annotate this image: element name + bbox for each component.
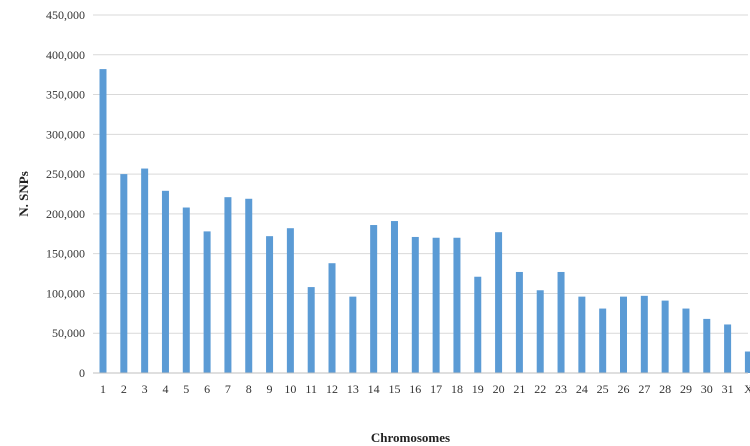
bar-chr-19	[474, 276, 482, 373]
x-tick-label: 29	[680, 382, 692, 396]
bar-chr-X	[744, 351, 750, 373]
gridlines	[93, 14, 748, 334]
x-tick-label: 14	[368, 382, 380, 396]
x-tick-label: 5	[183, 382, 189, 396]
x-tick-label: 2	[121, 382, 127, 396]
y-tick-labels: 0 50,000 100,000 150,000 200,000 250,000 300,0…	[46, 8, 85, 380]
bar-chr-12	[328, 263, 336, 373]
x-tick-label: 21	[513, 382, 525, 396]
y-tick-label: 50,000	[52, 326, 85, 340]
x-tick-label: 20	[493, 382, 505, 396]
x-tick-label: 25	[597, 382, 609, 396]
bar-chr-31	[724, 324, 732, 373]
x-tick-label: 4	[162, 382, 168, 396]
x-tick-label: 6	[204, 382, 210, 396]
y-tick-label: 150,000	[46, 247, 85, 261]
y-tick-label: 350,000	[46, 88, 85, 102]
bar-chr-29	[682, 308, 690, 373]
bar-chr-28	[661, 300, 669, 373]
x-tick-labels: 1 2 3 4 5 6 7 8 9 10 11 12 13 14 15 16 17 18 19 20 21 22 23 24 2…	[100, 382, 750, 396]
x-tick-label: 31	[722, 382, 734, 396]
bar-chr-11	[307, 287, 315, 373]
bar-chr-21	[515, 271, 523, 373]
x-tick-label: 9	[267, 382, 273, 396]
bar-chr-8	[245, 198, 253, 373]
y-tick-label: 0	[79, 366, 85, 380]
bar-chr-7	[224, 197, 232, 373]
bar-chr-27	[640, 295, 648, 373]
bar-chr-10	[286, 228, 294, 373]
bar-chr-6	[203, 231, 211, 373]
bar-chr-2	[120, 174, 128, 373]
bar-chr-20	[495, 232, 503, 373]
y-tick-label: 300,000	[46, 127, 85, 141]
x-tick-label: 8	[246, 382, 252, 396]
x-tick-label: 16	[409, 382, 421, 396]
bar-chr-25	[599, 308, 607, 373]
bar-chr-22	[536, 290, 544, 373]
y-tick-label: 450,000	[46, 8, 85, 22]
x-tick-label: 18	[451, 382, 463, 396]
x-tick-label: 11	[305, 382, 317, 396]
bar-chr-14	[370, 225, 378, 373]
x-tick-label: 30	[701, 382, 713, 396]
x-tick-label: X	[744, 382, 750, 396]
bar-chr-4	[161, 190, 169, 373]
x-tick-label: 3	[142, 382, 148, 396]
x-tick-label: 27	[638, 382, 650, 396]
bar-chr-3	[141, 168, 149, 373]
x-tick-label: 1	[100, 382, 106, 396]
bar-chr-30	[703, 318, 711, 373]
bars	[99, 69, 750, 373]
y-axis-label: N. SNPs	[16, 171, 31, 217]
bar-chr-18	[453, 237, 461, 373]
y-tick-label: 100,000	[46, 286, 85, 300]
bar-chr-1	[99, 69, 107, 373]
bar-chr-23	[557, 271, 565, 373]
bar-chr-26	[620, 296, 627, 373]
x-axis-label: Chromosomes	[371, 430, 450, 445]
x-tick-label: 12	[326, 382, 338, 396]
x-tick-label: 15	[388, 382, 400, 396]
y-tick-label: 400,000	[46, 48, 85, 62]
bar-chr-17	[432, 237, 440, 373]
x-tick-label: 13	[347, 382, 359, 396]
bar-chr-9	[266, 236, 274, 373]
bar-chr-15	[390, 221, 398, 373]
x-tick-label: 23	[555, 382, 567, 396]
x-tick-label: 17	[430, 382, 442, 396]
x-tick-label: 10	[284, 382, 296, 396]
bar-chr-13	[349, 296, 357, 373]
bar-chr-5	[182, 207, 190, 373]
x-tick-label: 24	[576, 382, 588, 396]
x-tick-label: 7	[225, 382, 231, 396]
y-tick-label: 200,000	[46, 207, 85, 221]
x-tick-label: 22	[534, 382, 546, 396]
x-tick-label: 19	[472, 382, 484, 396]
bar-chr-16	[411, 236, 419, 373]
x-tick-label: 26	[618, 382, 630, 396]
y-tick-label: 250,000	[46, 167, 85, 181]
x-tick-label: 28	[659, 382, 671, 396]
bar-chr-24	[578, 296, 586, 373]
